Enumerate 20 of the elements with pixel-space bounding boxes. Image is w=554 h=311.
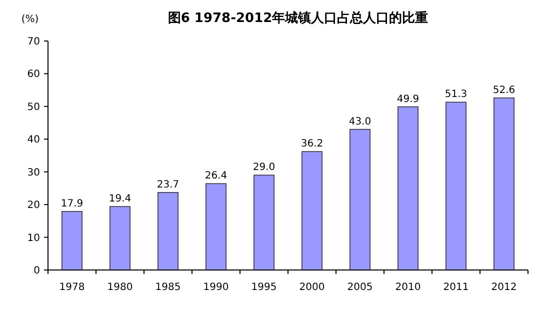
xtick: 1990	[203, 282, 229, 293]
xtick: 2011	[443, 282, 469, 293]
xtick: 2005	[347, 282, 373, 293]
xtick: 1985	[155, 282, 181, 293]
xtick: 1980	[107, 282, 133, 293]
ytick: 10	[27, 232, 40, 244]
xtick: 2012	[491, 282, 517, 293]
xtick: 1978	[59, 282, 85, 293]
xtick: 2000	[299, 282, 325, 293]
ytick: 40	[27, 134, 40, 146]
ylabel: (%)	[21, 14, 39, 25]
xtick: 1995	[251, 282, 277, 293]
ytick: 70	[27, 36, 40, 48]
ytick: 60	[27, 69, 40, 80]
xtick: 2010	[395, 282, 421, 293]
title: 图6 1978-2012年城镇人口占总人口的比重	[168, 11, 428, 26]
ytick: 0	[34, 266, 40, 276]
ytick: 50	[27, 102, 40, 113]
ytick: 30	[27, 167, 40, 178]
ytick: 20	[27, 200, 40, 212]
